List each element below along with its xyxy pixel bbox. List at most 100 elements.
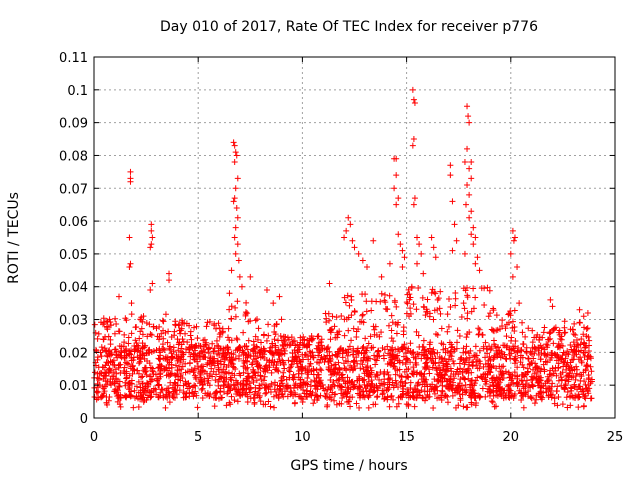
data-point [561, 385, 568, 392]
data-point [248, 361, 255, 368]
data-point [217, 361, 224, 368]
data-point [509, 273, 516, 280]
data-point [228, 337, 235, 344]
data-point [113, 386, 120, 393]
data-point [571, 381, 578, 388]
data-point [452, 295, 459, 302]
data-point [418, 387, 425, 394]
x-tick-label: 10 [294, 430, 311, 445]
data-point [466, 119, 473, 126]
data-point [187, 353, 194, 360]
data-point [333, 314, 340, 321]
data-point [479, 385, 486, 392]
data-point [424, 296, 431, 303]
data-point [530, 383, 537, 390]
data-point [306, 348, 313, 355]
y-tick-label: 0.07 [59, 182, 88, 197]
data-point [95, 388, 102, 395]
data-point [429, 381, 436, 388]
data-point [482, 380, 489, 387]
data-point [505, 319, 512, 326]
data-point [171, 379, 178, 386]
data-point [347, 221, 354, 228]
data-point [123, 394, 130, 401]
data-point [458, 356, 465, 363]
data-point [117, 347, 124, 354]
data-point [405, 366, 412, 373]
data-point [287, 341, 294, 348]
data-point [559, 401, 566, 408]
data-point [231, 372, 238, 379]
data-point [421, 388, 428, 395]
data-point [368, 307, 375, 314]
data-point [327, 326, 334, 333]
data-point [568, 365, 575, 372]
data-point [114, 354, 121, 361]
data-point [481, 302, 488, 309]
data-point [460, 403, 467, 410]
data-point [325, 344, 332, 351]
data-point [263, 389, 270, 396]
data-point [407, 379, 414, 386]
data-point [356, 394, 363, 401]
data-point [149, 280, 156, 287]
data-point [474, 254, 481, 261]
data-point [201, 368, 208, 375]
data-point [114, 398, 121, 405]
data-point [197, 378, 204, 385]
data-point [587, 363, 594, 370]
data-point [584, 387, 591, 394]
data-point [263, 287, 270, 294]
data-point [548, 383, 555, 390]
data-point [505, 382, 512, 389]
data-point [535, 391, 542, 398]
data-point [562, 355, 569, 362]
data-point [491, 354, 498, 361]
data-point [175, 322, 182, 329]
data-point [140, 352, 147, 359]
data-point [129, 363, 136, 370]
data-point [471, 352, 478, 359]
data-point [477, 360, 484, 367]
data-point [315, 342, 322, 349]
data-point [199, 385, 206, 392]
data-point [275, 368, 282, 375]
data-point [271, 379, 278, 386]
data-point [470, 285, 477, 292]
data-point [387, 375, 394, 382]
data-point [575, 391, 582, 398]
data-point [278, 337, 285, 344]
data-point [561, 318, 568, 325]
data-point [219, 325, 226, 332]
data-point [191, 365, 198, 372]
data-point [280, 361, 287, 368]
data-point [405, 388, 412, 395]
data-point [297, 358, 304, 365]
data-point [576, 306, 583, 313]
data-point [490, 337, 497, 344]
data-point [393, 201, 400, 208]
data-point [109, 378, 116, 385]
data-point [342, 388, 349, 395]
data-point [438, 354, 445, 361]
data-point [230, 364, 237, 371]
data-point [155, 381, 162, 388]
data-point [156, 356, 163, 363]
data-point [109, 373, 116, 380]
data-point [494, 387, 501, 394]
data-point [313, 366, 320, 373]
data-point [272, 388, 279, 395]
data-point [234, 398, 241, 405]
data-point [447, 373, 454, 380]
data-point [518, 346, 525, 353]
data-point [450, 382, 457, 389]
data-point [130, 404, 137, 411]
data-point [281, 388, 288, 395]
data-point [498, 371, 505, 378]
data-point [302, 365, 309, 372]
data-point [193, 323, 200, 330]
data-point [421, 304, 428, 311]
data-point [231, 159, 238, 166]
data-point [351, 244, 358, 251]
data-point [529, 376, 536, 383]
